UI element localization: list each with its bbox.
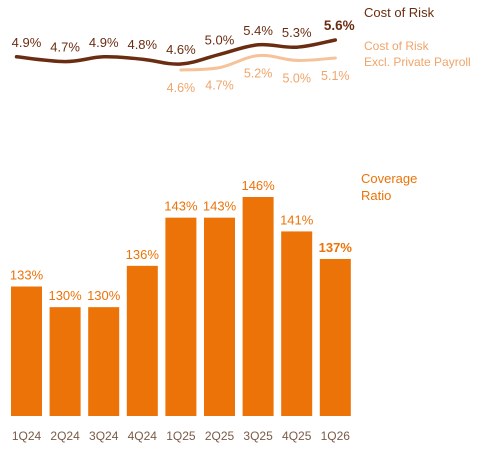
cost-of-risk-label-1q26: 5.6%	[324, 18, 355, 33]
bar-1q26	[319, 258, 351, 416]
bar-4q24	[126, 265, 158, 416]
bar-value-label-4q24: 136%	[126, 247, 160, 262]
bar-value-label-1q24: 133%	[10, 268, 44, 283]
x-tick-2q25: 2Q25	[205, 429, 235, 443]
bar-value-label-4q25: 141%	[280, 212, 314, 227]
cost-of-risk-label-1q25: 4.6%	[166, 42, 196, 57]
bar-3q24	[88, 307, 120, 416]
x-tick-2q24: 2Q24	[50, 429, 80, 443]
cost-of-risk-label-2q24: 4.7%	[50, 40, 80, 55]
legend: Cost of Risk Cost of Risk Excl. Private Pa…	[361, 5, 471, 203]
cost-of-risk-label-4q24: 4.8%	[127, 37, 157, 52]
cost-of-risk-lines: 4.9% 4.7% 4.9% 4.8% 4.6% 5.0% 5.4% 5.3% 5.6% 4.6%…	[12, 18, 355, 95]
legend-coverage-ratio-line1: Coverage	[361, 171, 417, 186]
cost-of-risk-label-3q25: 5.4%	[243, 23, 273, 38]
cost-of-risk-label-1q24: 4.9%	[12, 35, 42, 50]
legend-coverage-ratio-line2: Ratio	[361, 188, 391, 203]
x-tick-1q24: 1Q24	[12, 429, 42, 443]
bar-3q25	[242, 197, 274, 416]
bar-value-label-1q25: 143%	[164, 199, 198, 214]
cost-of-risk-label-4q25: 5.3%	[282, 25, 312, 40]
bar-value-label-3q24: 130%	[87, 288, 121, 303]
cost-of-risk-excl-label-1q25: 4.6%	[167, 81, 196, 95]
bar-value-label-3q25: 146%	[241, 178, 275, 193]
x-tick-4q25: 4Q25	[282, 429, 312, 443]
bar-4q25	[281, 231, 313, 416]
bar-value-label-2q24: 130%	[48, 288, 82, 303]
bar-1q24	[11, 286, 42, 416]
coverage-ratio-bars: 133% 130% 130% 136% 143% 143% 146% 141% 137%	[10, 178, 352, 416]
bar-2q24	[49, 307, 81, 416]
x-tick-1q26: 1Q26	[321, 429, 351, 443]
cost-of-risk-label-2q25: 5.0%	[205, 32, 235, 47]
legend-cost-of-risk: Cost of Risk	[364, 5, 435, 20]
x-tick-1q25: 1Q25	[166, 429, 196, 443]
bar-value-label-1q26: 137%	[319, 240, 353, 255]
cost-of-risk-excl-label-2q25: 4.7%	[205, 79, 234, 93]
x-axis-labels: 1Q24 2Q24 3Q24 4Q24 1Q25 2Q25 3Q25 4Q25 1Q26	[12, 429, 350, 443]
bar-value-label-2q25: 143%	[203, 199, 237, 214]
cost-of-risk-excl-label-3q25: 5.2%	[244, 67, 273, 81]
bar-2q25	[204, 217, 235, 416]
x-tick-3q25: 3Q25	[243, 429, 273, 443]
cost-of-risk-excl-label-1q26: 5.1%	[321, 69, 350, 83]
bar-1q25	[165, 217, 197, 416]
line-cost-of-risk	[14, 38, 338, 66]
cost-of-risk-label-3q24: 4.9%	[89, 35, 119, 50]
x-tick-3q24: 3Q24	[89, 429, 119, 443]
line-cost-of-risk-excl-private-payroll	[179, 53, 337, 72]
cost-of-risk-excl-label-4q25: 5.0%	[282, 71, 311, 85]
x-tick-4q24: 4Q24	[128, 429, 158, 443]
legend-cost-of-risk-excl-line2: Excl. Private Payroll	[364, 55, 471, 69]
legend-cost-of-risk-excl-line1: Cost of Risk	[364, 39, 430, 53]
